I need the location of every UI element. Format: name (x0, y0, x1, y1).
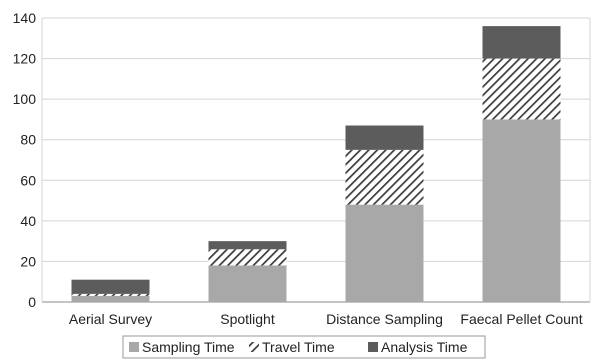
legend-label: Sampling Time (142, 339, 235, 355)
x-tick-label: Aerial Survey (69, 311, 152, 327)
y-tick-label: 60 (20, 172, 36, 188)
bar-segment-sampling-time (482, 119, 561, 302)
y-tick-label: 140 (13, 10, 37, 26)
bar-segment-sampling-time (71, 295, 150, 302)
legend-swatch (368, 342, 378, 352)
bar-segment-analysis-time (482, 26, 561, 59)
bar-segment-travel-time (71, 293, 150, 296)
bars (71, 26, 561, 302)
y-tick-label: 80 (20, 132, 36, 148)
gridlines (41, 17, 591, 303)
legend-label: Analysis Time (381, 339, 468, 355)
bar-segment-sampling-time (208, 265, 287, 302)
bar-segment-travel-time (208, 249, 287, 266)
y-tick-label: 100 (13, 91, 37, 107)
bar-segment-analysis-time (71, 279, 150, 294)
legend: Sampling Time Travel Time Analysis Time (122, 335, 486, 359)
x-tick-label: Distance Sampling (326, 311, 443, 327)
legend-box (122, 335, 486, 359)
y-tick-label: 120 (13, 51, 37, 67)
bar-segment-analysis-time (208, 241, 287, 250)
y-tick-label: 40 (20, 213, 36, 229)
y-tick-label: 0 (28, 294, 36, 310)
bar-segment-analysis-time (345, 125, 424, 150)
legend-swatch (129, 342, 139, 352)
bar-segment-sampling-time (345, 204, 424, 302)
y-tick-label: 20 (20, 253, 36, 269)
legend-swatch (249, 342, 259, 352)
x-tick-label: Faecal Pellet Count (460, 311, 582, 327)
axes: 0 20 40 60 80 100 120 140 Aerial Survey Spotlight… (13, 10, 583, 327)
legend-label: Travel Time (262, 339, 335, 355)
x-tick-label: Spotlight (220, 311, 275, 327)
bar-segment-travel-time (482, 58, 561, 120)
bar-segment-travel-time (345, 149, 424, 205)
